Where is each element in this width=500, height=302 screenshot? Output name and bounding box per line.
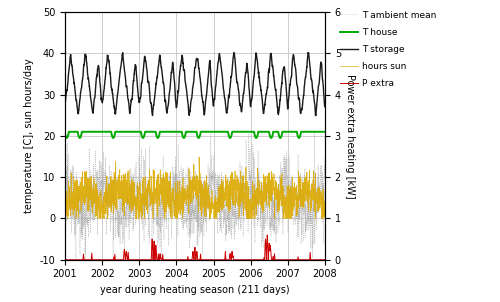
T storage [312,114,318,117]
T storage [130,86,136,89]
T house [130,130,136,133]
P extra [314,258,320,262]
T ambient mean [212,216,218,220]
T ambient mean [226,229,232,233]
T ambient mean [238,189,244,192]
T house [314,130,320,133]
Y-axis label: Power extra heating [kW]: Power extra heating [kW] [345,74,355,198]
hours sun [130,188,136,192]
T house [238,130,244,133]
P extra [238,258,244,262]
T storage [310,91,316,95]
T house [62,132,68,136]
hours sun [226,190,232,194]
T house [226,135,232,139]
Line: T ambient mean: T ambient mean [65,132,325,265]
T ambient mean [310,179,316,182]
T ambient mean [312,130,318,133]
Line: T house: T house [65,132,325,138]
P extra [322,258,328,262]
T storage [314,97,320,101]
P extra [130,258,136,262]
T ambient mean [158,263,164,267]
T storage [226,96,232,100]
T storage [322,105,328,108]
T ambient mean [322,156,328,159]
hours sun [322,217,328,220]
T storage [212,88,218,92]
T house [66,130,72,133]
T ambient mean [314,192,320,195]
hours sun [310,169,316,172]
T storage [231,51,237,54]
hours sun [212,212,218,215]
Line: T storage: T storage [65,53,325,116]
T storage [238,104,244,108]
P extra [264,233,270,237]
T house [322,130,328,133]
Y-axis label: temperature [C], sun hours/day: temperature [C], sun hours/day [24,59,34,213]
X-axis label: year during heating season (211 days): year during heating season (211 days) [100,285,290,295]
T house [64,136,70,140]
T ambient mean [130,182,136,185]
Legend: T ambient mean, T house, T storage, hours sun, P extra: T ambient mean, T house, T storage, hour… [340,11,436,88]
hours sun [64,217,70,220]
hours sun [238,186,244,190]
P extra [212,258,218,262]
Line: hours sun: hours sun [65,157,325,218]
T house [310,130,316,133]
P extra [310,258,316,262]
T storage [62,103,68,106]
T house [212,130,218,133]
hours sun [314,193,320,197]
hours sun [196,155,202,159]
P extra [226,258,232,262]
P extra [62,258,68,262]
hours sun [62,214,68,218]
T ambient mean [62,176,68,179]
Line: P extra: P extra [65,235,325,260]
